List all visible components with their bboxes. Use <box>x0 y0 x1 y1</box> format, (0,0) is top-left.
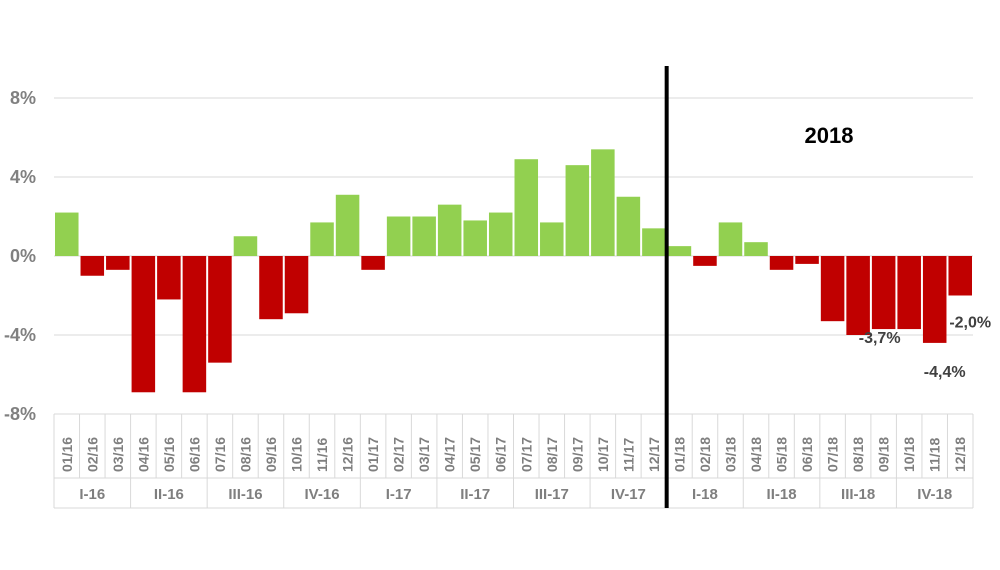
y-tick-label: 4% <box>10 167 36 187</box>
bar <box>718 222 743 256</box>
bar <box>157 256 181 300</box>
data-label: -2,0% <box>949 315 991 332</box>
bar <box>897 256 921 330</box>
x-tick-label: 11/18 <box>927 438 943 472</box>
x-tick-label: 03/17 <box>416 437 432 472</box>
x-tick-label: 01/16 <box>59 437 75 472</box>
bar <box>642 228 666 256</box>
x-tick-label: 03/16 <box>110 437 126 472</box>
bar <box>335 194 360 256</box>
x-tick-label: 08/17 <box>544 437 560 472</box>
bar <box>871 256 896 330</box>
y-tick-label: -4% <box>4 325 36 345</box>
bar <box>693 256 717 266</box>
x-tick-label: 08/18 <box>850 437 866 472</box>
quarter-label: IV-18 <box>917 486 952 503</box>
x-tick-label: 12/17 <box>646 437 662 472</box>
x-tick-label: 03/18 <box>722 437 738 472</box>
bar <box>80 256 105 276</box>
y-axis-ticks: 8% 4% 0% -4% -8% <box>4 88 36 424</box>
bar <box>55 212 79 256</box>
quarter-label: IV-17 <box>611 486 646 503</box>
x-tick-label: 07/17 <box>518 437 534 472</box>
bars <box>55 149 972 393</box>
x-tick-label: 10/16 <box>289 437 305 472</box>
bar <box>412 216 436 256</box>
quarter-label: II-17 <box>460 486 490 503</box>
bar <box>514 159 539 256</box>
x-tick-label: 07/16 <box>212 437 228 472</box>
x-tick-label: 01/18 <box>671 437 687 472</box>
data-labels: -3,7% -4,4% -2,0% <box>859 315 991 381</box>
bar <box>233 236 258 256</box>
bar <box>616 196 641 256</box>
x-tick-label: 02/16 <box>84 437 100 472</box>
bar <box>284 256 309 314</box>
bar <box>463 220 487 256</box>
x-tick-label: 09/16 <box>263 437 279 472</box>
bar <box>310 222 334 256</box>
x-tick-label: 06/16 <box>186 437 202 472</box>
bar <box>744 242 768 256</box>
y-tick-label: 8% <box>10 88 36 108</box>
x-tick-label: 09/18 <box>876 437 892 472</box>
x-tick-label: 01/17 <box>365 437 381 472</box>
quarter-label: III-16 <box>228 486 262 503</box>
x-tick-label: 05/18 <box>774 437 790 472</box>
quarter-label: I-18 <box>692 486 718 503</box>
quarter-label: II-18 <box>767 486 797 503</box>
x-tick-label: 11/17 <box>620 438 636 472</box>
x-tick-label: 02/17 <box>391 437 407 472</box>
bar <box>540 222 564 256</box>
x-tick-label: 07/18 <box>825 437 841 472</box>
bar <box>769 256 794 270</box>
bar <box>259 256 283 320</box>
bar <box>922 256 947 343</box>
bar <box>820 256 845 322</box>
bar <box>667 246 692 256</box>
x-tick-label: 09/17 <box>569 437 585 472</box>
quarter-label: III-17 <box>535 486 569 503</box>
bar <box>437 204 462 256</box>
bar <box>182 256 207 393</box>
bar <box>846 256 870 335</box>
bar <box>106 256 130 270</box>
x-tick-label: 10/18 <box>901 437 917 472</box>
y-tick-label: -8% <box>4 404 36 424</box>
bar <box>386 216 411 256</box>
y-tick-label: 0% <box>10 246 36 266</box>
quarter-label: IV-16 <box>305 486 340 503</box>
x-tick-label: 12/18 <box>952 437 968 472</box>
quarter-label: I-17 <box>386 486 412 503</box>
x-axis: 01/16 02/16 03/16 04/16 05/16 06/16 07/16 08/16… <box>53 414 974 509</box>
bar <box>488 212 513 256</box>
bar <box>131 256 156 393</box>
bar <box>208 256 232 363</box>
x-tick-label: 06/17 <box>493 437 509 472</box>
bar <box>795 256 819 264</box>
x-tick-label: 06/18 <box>799 437 815 472</box>
data-label: -4,4% <box>924 364 966 381</box>
x-tick-label: 04/16 <box>135 437 151 472</box>
x-tick-label: 02/18 <box>697 437 713 472</box>
data-label: -3,7% <box>859 330 901 347</box>
x-tick-label: 08/16 <box>237 437 253 472</box>
quarter-label: III-18 <box>841 486 875 503</box>
bar <box>591 149 615 256</box>
bar <box>361 256 385 270</box>
x-tick-label: 10/17 <box>595 437 611 472</box>
bar <box>565 165 590 256</box>
x-tick-label: 04/18 <box>748 437 764 472</box>
x-tick-label: 05/17 <box>467 437 483 472</box>
year-label: 2018 <box>805 123 854 148</box>
x-tick-label: 11/16 <box>314 438 330 472</box>
x-tick-label: 12/16 <box>340 437 356 472</box>
bar <box>948 256 972 296</box>
x-tick-label: 05/16 <box>161 437 177 472</box>
quarter-label: II-16 <box>154 486 184 503</box>
x-tick-label: 04/17 <box>442 437 458 472</box>
quarter-label: I-16 <box>79 486 105 503</box>
